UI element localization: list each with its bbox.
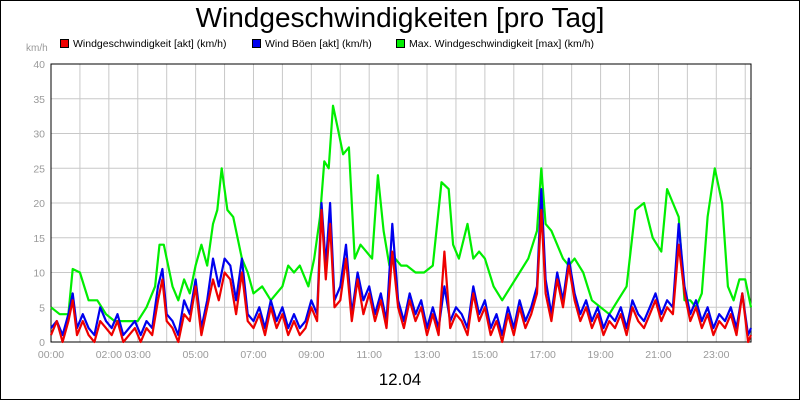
y-tick-label: 35	[33, 94, 45, 106]
y-tick-label: 20	[33, 198, 45, 210]
x-tick-label: 00:00	[38, 349, 64, 361]
legend-item-windgeschwindigkeit: Windgeschwindigkeit [akt] (km/h)	[60, 38, 226, 50]
y-tick-label: 15	[33, 233, 45, 245]
x-tick-label: 02:00	[96, 349, 122, 361]
legend-swatch-red	[60, 38, 69, 48]
x-tick-label: 17:00	[530, 349, 556, 361]
legend-label-wind-boeen: Wind Böen [akt] (km/h)	[265, 38, 372, 50]
legend-swatch-blue	[252, 38, 261, 48]
x-tick-label: 03:00	[125, 349, 151, 361]
legend-swatch-green	[396, 38, 405, 48]
x-tick-label: 15:00	[472, 349, 498, 361]
date-label: 12.04	[378, 370, 422, 389]
series-line-max-windgeschwindigkeit	[50, 104, 753, 323]
x-tick-label: 13:00	[414, 349, 440, 361]
y-tick-label: 25	[33, 163, 45, 175]
legend-label-windgeschwindigkeit: Windgeschwindigkeit [akt] (km/h)	[73, 38, 227, 50]
y-axis-unit-label: km/h	[26, 43, 48, 54]
y-tick-label: 30	[33, 129, 45, 141]
y-tick-label: 40	[33, 59, 45, 71]
x-tick-label: 23:00	[703, 349, 729, 361]
y-tick-label: 0	[39, 337, 45, 349]
legend-item-wind-boeen: Wind Böen [akt] (km/h)	[252, 38, 372, 50]
x-tick-label: 09:00	[298, 349, 324, 361]
x-tick-label: 19:00	[587, 349, 613, 361]
chart-title: Windgeschwindigkeiten [pro Tag]	[195, 2, 605, 33]
x-tick-label: 11:00	[356, 349, 382, 361]
x-tick-label: 05:00	[182, 349, 208, 361]
legend-item-max-windgeschwindigkeit: Max. Windgeschwindigkeit [max] (km/h)	[396, 38, 594, 50]
y-tick-label: 10	[33, 268, 45, 280]
y-tick-label: 5	[39, 302, 45, 314]
x-tick-label: 07:00	[240, 349, 266, 361]
plot-area-border	[50, 63, 752, 343]
x-tick-label: 21:00	[645, 349, 671, 361]
series-line-windgeschwindigkeit	[49, 208, 753, 344]
legend-label-max-windgeschwindigkeit: Max. Windgeschwindigkeit [max] (km/h)	[409, 38, 594, 50]
